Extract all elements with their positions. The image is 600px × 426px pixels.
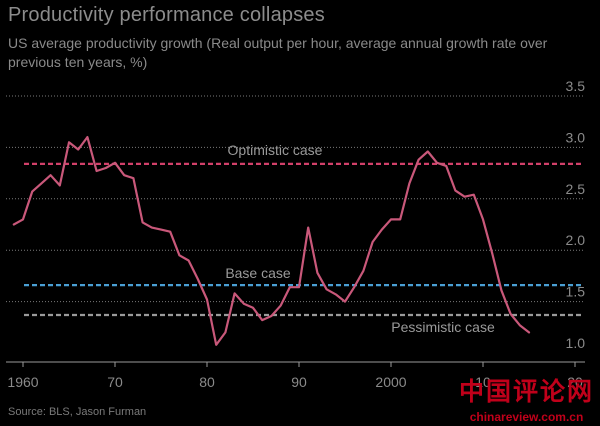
x-tick-label: 10 (475, 374, 491, 390)
reference-label-0: Optimistic case (228, 142, 323, 158)
watermark-text: 中国评论网 (458, 377, 594, 406)
x-tick-label: 1960 (7, 374, 38, 390)
series-line-0 (12, 136, 531, 346)
chart-subtitle: US average productivity growth (Real out… (8, 35, 548, 70)
y-tick-label: 3.0 (566, 129, 586, 145)
y-tick-label: 1.0 (566, 335, 586, 351)
chart-title: Productivity performance collapses (8, 4, 325, 26)
x-tick-label: 90 (291, 374, 307, 390)
y-tick-label: 2.0 (566, 232, 586, 248)
x-tick-label: 80 (199, 374, 215, 390)
y-tick-label: 1.5 (566, 284, 586, 300)
source-note: Source: BLS, Jason Furman (8, 406, 147, 418)
x-tick-label: 20 (567, 374, 583, 390)
watermark-logo: 中国评论网 chinareview.com.cn (459, 372, 594, 424)
y-tick-label: 2.5 (566, 181, 586, 197)
reference-label-1: Base case (225, 265, 291, 281)
watermark-url: chinareview.com.cn (469, 410, 584, 424)
x-tick-label: 70 (107, 374, 123, 390)
y-tick-label: 3.5 (566, 78, 586, 94)
reference-label-2: Pessimistic case (391, 319, 495, 335)
x-tick-label: 2000 (375, 374, 406, 390)
